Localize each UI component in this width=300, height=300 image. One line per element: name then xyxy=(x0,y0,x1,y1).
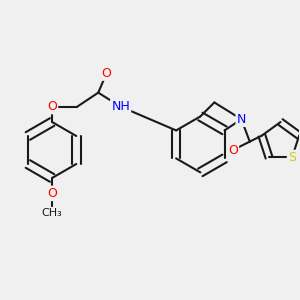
Text: CH₃: CH₃ xyxy=(42,208,62,218)
Text: O: O xyxy=(47,100,57,113)
Text: O: O xyxy=(228,143,238,157)
Text: S: S xyxy=(288,151,296,164)
Text: O: O xyxy=(47,187,57,200)
Text: N: N xyxy=(237,113,246,126)
Text: NH: NH xyxy=(111,100,130,113)
Text: O: O xyxy=(102,67,112,80)
